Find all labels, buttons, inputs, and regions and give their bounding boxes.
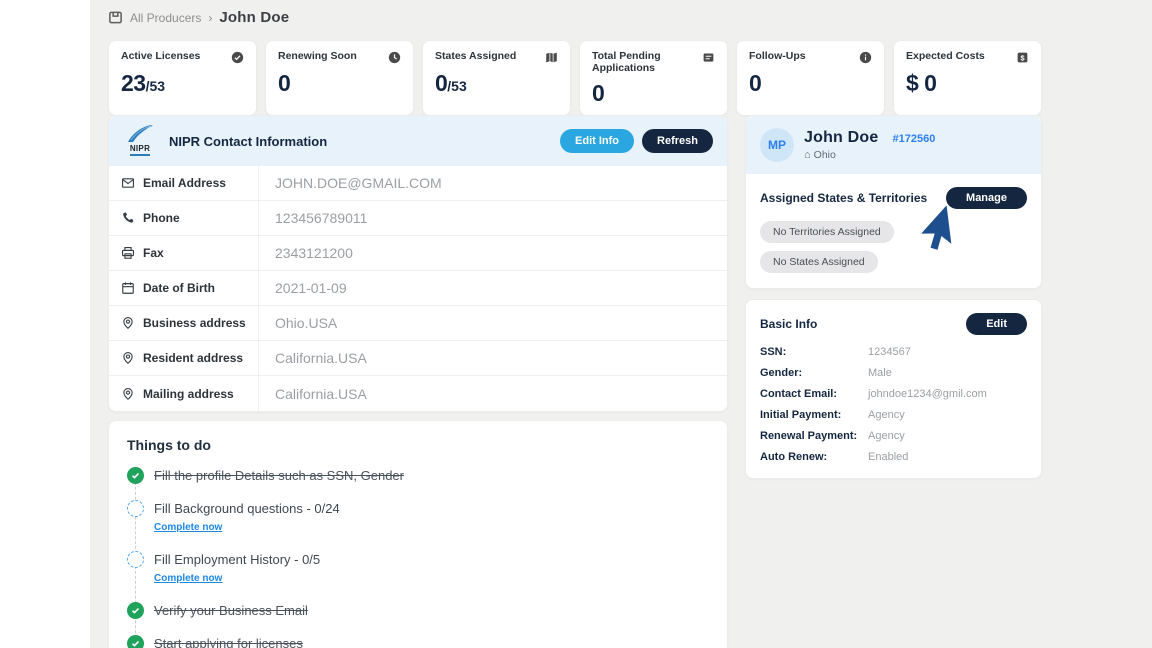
stat-value: 23: [121, 70, 146, 96]
no-territories-pill: No Territories Assigned: [760, 221, 894, 243]
todo-item: Fill Background questions - 0/24 Complet…: [127, 500, 709, 535]
contact-value-resident-address: California.USA: [275, 350, 367, 366]
stat-card-expected-costs: Expected Costs $ $ 0: [893, 40, 1042, 117]
dollar-icon: $: [1016, 51, 1029, 64]
calendar-icon: [121, 281, 135, 295]
things-to-do-card: Things to do Fill the profile Details su…: [108, 420, 728, 648]
stat-card-pending-applications: Total Pending Applications 0: [579, 40, 728, 117]
complete-now-link[interactable]: Complete now: [154, 573, 223, 584]
stat-label: Total Pending Applications: [592, 50, 661, 75]
contact-value-dob: 2021-01-09: [275, 280, 347, 296]
refresh-button[interactable]: Refresh: [642, 129, 713, 153]
page-title: John Doe: [219, 9, 290, 26]
complete-now-link[interactable]: Complete now: [154, 522, 223, 533]
home-icon: ⌂: [804, 148, 811, 161]
contact-value-fax: 2343121200: [275, 245, 353, 261]
contact-value-mailing-address: California.USA: [275, 385, 367, 402]
location-pin-icon: [121, 351, 135, 365]
map-icon: [545, 51, 558, 64]
stat-card-renewing-soon: Renewing Soon 0: [265, 40, 414, 117]
basic-info-row-auto-renew: Auto Renew: Enabled: [760, 451, 909, 463]
stat-card-active-licenses: Active Licenses 23/53: [108, 40, 257, 117]
contact-value-email: JOHN.DOE@GMAIL.COM: [275, 175, 442, 191]
breadcrumb: All Producers › John Doe: [108, 9, 289, 26]
basic-info-row-initial-payment: Initial Payment: Agency: [760, 409, 905, 421]
contact-row-business-address: Business address Ohio.USA: [109, 306, 727, 341]
nipr-logo: NIPR: [123, 123, 157, 159]
info-icon: [859, 51, 872, 64]
basic-info-title: Basic Info: [760, 317, 818, 331]
nipr-section-title: NIPR Contact Information: [169, 133, 328, 149]
stat-value: 0: [278, 70, 291, 96]
stat-label: Active Licenses: [121, 50, 201, 62]
pending-circle-icon: [127, 500, 144, 517]
contact-row-mailing-address: Mailing address California.USA: [109, 376, 727, 411]
stat-suffix: /53: [145, 78, 166, 94]
stat-label: Expected Costs: [906, 50, 985, 62]
avatar: MP: [760, 128, 794, 162]
stat-label: Follow-Ups: [749, 50, 806, 62]
clock-icon: [388, 51, 401, 64]
todo-item: Fill the profile Details such as SSN, Ge…: [127, 467, 709, 484]
todo-item: Verify your Business Email: [127, 602, 709, 619]
todo-item: Start applying for licenses: [127, 635, 709, 648]
breadcrumb-separator: ›: [208, 10, 213, 25]
stat-value: 0: [435, 70, 448, 96]
location-pin-icon: [121, 316, 135, 330]
pending-circle-icon: [127, 551, 144, 568]
location-pin-icon: [121, 387, 135, 401]
edit-button[interactable]: Edit: [966, 313, 1027, 335]
todo-title: Things to do: [127, 437, 211, 453]
producer-number: #172560: [892, 133, 936, 145]
stats-row: Active Licenses 23/53 Renewing Soon 0 St…: [108, 40, 1042, 117]
main-content-area: All Producers › John Doe Active Licenses…: [90, 0, 1152, 648]
producer-profile-card: MP John Doe #172560 ⌂ Ohio Assigned Stat…: [745, 115, 1042, 289]
contact-row-phone: Phone 123456789011: [109, 201, 727, 236]
assigned-states-title: Assigned States & Territories: [760, 191, 928, 205]
producers-icon: [108, 10, 123, 25]
stat-card-states-assigned: States Assigned 0/53: [422, 40, 571, 117]
contact-row-dob: Date of Birth 2021-01-09: [109, 271, 727, 306]
phone-icon: [121, 211, 135, 225]
contact-row-resident-address: Resident address California.USA: [109, 341, 727, 376]
contact-value-phone: 123456789011: [275, 210, 368, 226]
basic-info-row-renewal-payment: Renewal Payment: Agency: [760, 430, 905, 442]
edit-info-button[interactable]: Edit Info: [560, 129, 635, 153]
breadcrumb-all-producers[interactable]: All Producers: [130, 10, 202, 25]
contact-row-fax: Fax 2343121200: [109, 236, 727, 271]
stat-label: Renewing Soon: [278, 50, 357, 62]
cursor-pointer-icon: [915, 203, 967, 259]
manage-button[interactable]: Manage: [946, 187, 1027, 209]
todo-item: Fill Employment History - 0/5 Complete n…: [127, 551, 709, 586]
stat-value: 0: [749, 70, 762, 96]
mail-icon: [121, 176, 135, 190]
check-circle-icon: [127, 602, 144, 619]
profile-header: MP John Doe #172560 ⌂ Ohio: [746, 116, 1041, 174]
basic-info-card: Basic Info Edit SSN: 1234567 Gender: Mal…: [745, 299, 1042, 479]
applications-icon: [702, 51, 715, 64]
basic-info-row-gender: Gender: Male: [760, 367, 892, 379]
contact-value-business-address: Ohio.USA: [275, 315, 338, 331]
check-circle-icon: [231, 51, 244, 64]
stat-label: States Assigned: [435, 50, 517, 62]
fax-icon: [121, 246, 135, 260]
stat-value: 0: [592, 80, 605, 107]
no-states-pill: No States Assigned: [760, 251, 878, 273]
check-circle-icon: [127, 467, 144, 484]
contact-row-email: Email Address JOHN.DOE@GMAIL.COM: [109, 166, 727, 201]
stat-value: $ 0: [906, 70, 937, 96]
assigned-states-section: Assigned States & Territories Manage No …: [746, 174, 1041, 288]
producer-name: John Doe: [804, 129, 879, 146]
check-circle-icon: [127, 635, 144, 648]
basic-info-row-ssn: SSN: 1234567: [760, 346, 911, 358]
nipr-contact-card: NIPR NIPR Contact Information Edit Info …: [108, 115, 728, 412]
svg-text:$: $: [1020, 53, 1024, 62]
producer-location: Ohio: [813, 149, 836, 161]
nipr-card-header: NIPR NIPR Contact Information Edit Info …: [109, 116, 727, 166]
basic-info-row-contact-email: Contact Email: johndoe1234@gmil.com: [760, 388, 987, 400]
stat-card-follow-ups: Follow-Ups 0: [736, 40, 885, 117]
